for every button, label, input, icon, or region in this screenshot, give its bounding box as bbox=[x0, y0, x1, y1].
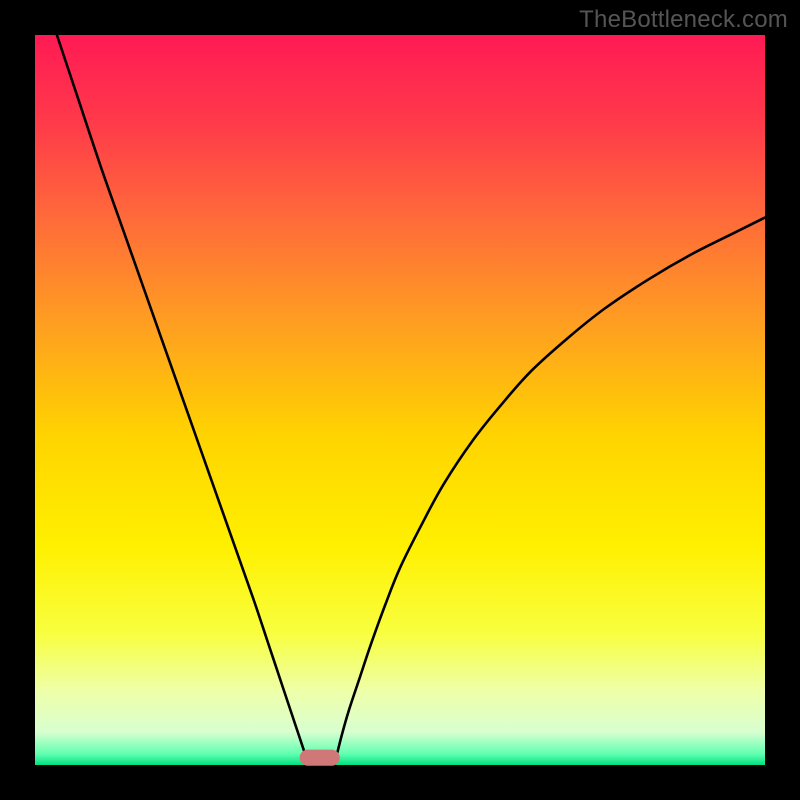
optimal-point-marker bbox=[300, 750, 340, 766]
watermark-text: TheBottleneck.com bbox=[579, 6, 788, 34]
chart-container: TheBottleneck.com bbox=[0, 0, 800, 800]
bottleneck-chart bbox=[0, 0, 800, 800]
plot-background bbox=[35, 35, 765, 765]
